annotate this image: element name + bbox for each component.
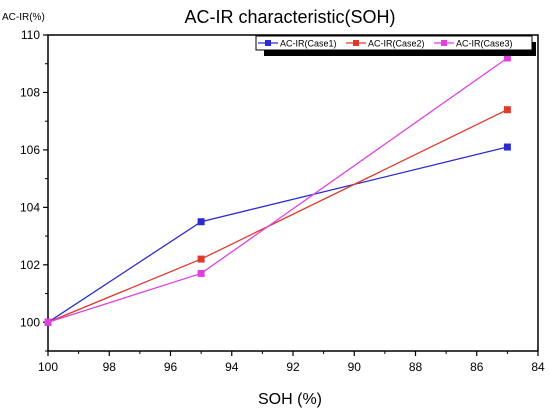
- x-tick-label: 84: [531, 360, 545, 374]
- y-tick-label: 100: [20, 315, 40, 329]
- x-tick-label: 100: [38, 360, 58, 374]
- x-tick-label: 92: [286, 360, 300, 374]
- series-point-case1: [197, 218, 205, 226]
- series-point-case2: [503, 106, 511, 114]
- series-point-case3: [503, 54, 511, 62]
- y-tick-label: 102: [20, 258, 40, 272]
- series-point-case1: [503, 143, 511, 151]
- series-point-case3: [197, 269, 205, 277]
- x-tick-label: 86: [470, 360, 484, 374]
- legend-label-case2: AC-IR(Case2): [368, 39, 425, 49]
- legend-box: [255, 35, 533, 51]
- series-layer: [44, 54, 511, 326]
- legend: AC-IR(Case1) AC-IR(Case2) AC-IR(Case3): [255, 35, 536, 56]
- y-tick-label: 106: [20, 143, 40, 157]
- legend-marker-case3: [441, 40, 447, 46]
- series-line-case3: [47, 57, 508, 323]
- y-axis-label: AC-IR(%): [2, 12, 45, 23]
- x-tick-label: 98: [103, 360, 117, 374]
- series-line-case1: [47, 146, 508, 323]
- legend-marker-case1: [265, 40, 271, 46]
- y-axis-ticks: 100 102 104 106 108 110: [20, 28, 48, 352]
- x-tick-label: 88: [409, 360, 423, 374]
- legend-label-case1: AC-IR(Case1): [280, 39, 337, 49]
- series-line-case2: [47, 109, 508, 323]
- x-tick-label: 96: [164, 360, 178, 374]
- y-tick-label: 110: [21, 28, 40, 42]
- plot-frame: [47, 34, 539, 352]
- legend-marker-case2: [353, 40, 359, 46]
- x-axis-ticks: 100 98 96 94 92 90 88 86 84: [38, 351, 545, 374]
- series-point-case2: [197, 255, 205, 263]
- y-tick-label: 104: [20, 200, 40, 214]
- x-tick-label: 94: [225, 360, 239, 374]
- series-point-case3: [44, 318, 52, 326]
- chart-title: AC-IR characteristic(SOH): [184, 7, 395, 27]
- y-tick-label: 108: [20, 85, 40, 99]
- x-axis-label: SOH (%): [258, 391, 322, 408]
- x-tick-label: 90: [348, 360, 362, 374]
- legend-label-case3: AC-IR(Case3): [456, 39, 513, 49]
